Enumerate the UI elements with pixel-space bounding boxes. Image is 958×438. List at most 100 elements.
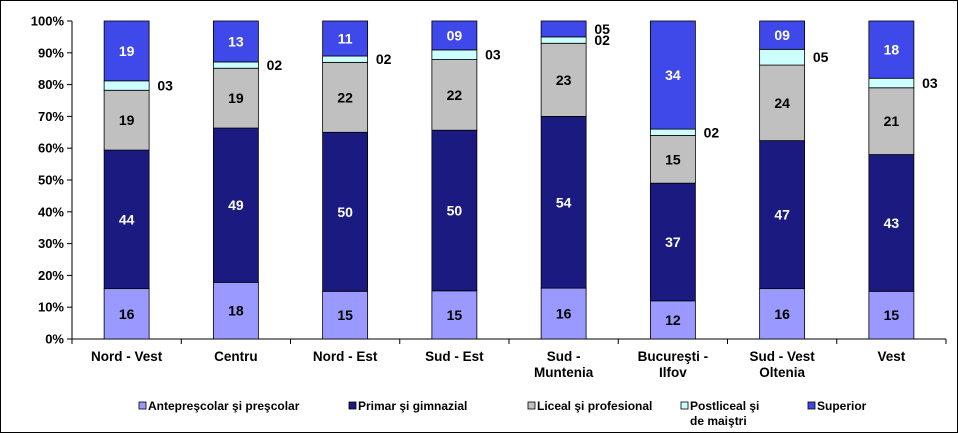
data-label: 15 <box>884 307 900 323</box>
bar-segment <box>540 36 587 44</box>
legend-label-line: Postliceal şi <box>690 399 759 413</box>
bar-segment <box>540 287 587 340</box>
bar-segment <box>431 49 478 60</box>
data-label: 22 <box>337 89 353 105</box>
x-category-label-line: Vest <box>877 349 905 364</box>
x-category-label: Nord - Vest <box>91 349 163 364</box>
data-label: 43 <box>884 215 900 231</box>
data-label: 19 <box>119 112 135 128</box>
legend-swatch <box>807 401 816 410</box>
y-tick-label: 60% <box>38 141 64 156</box>
data-label: 03 <box>485 47 501 63</box>
data-label: 05 <box>594 21 610 37</box>
bar-segment <box>868 290 915 340</box>
y-tick-label: 90% <box>38 45 64 60</box>
bar-segment <box>322 55 369 63</box>
y-tick-label: 10% <box>38 300 64 315</box>
bar-segment <box>212 20 259 63</box>
data-label: 16 <box>774 306 790 322</box>
bar-segment <box>868 77 915 89</box>
data-label: 03 <box>922 75 938 91</box>
data-label: 18 <box>884 42 900 58</box>
x-category-label-line: Oltenia <box>759 365 805 380</box>
x-category-label-line: Sud - <box>547 349 581 364</box>
bar-segment <box>212 61 259 69</box>
data-label: 34 <box>665 67 681 83</box>
bar-segment <box>759 288 806 340</box>
data-label: 18 <box>228 303 244 319</box>
x-category-label-line: Centru <box>214 349 258 364</box>
x-category-label-line: Sud - Est <box>425 349 484 364</box>
legend-label-line: Superior <box>817 399 867 413</box>
bar-segment <box>322 20 369 57</box>
data-label: 50 <box>337 204 353 220</box>
bar-segment <box>103 89 150 151</box>
data-label: 02 <box>376 51 392 67</box>
x-category-label: Vest <box>877 349 905 364</box>
data-label: 54 <box>556 194 572 210</box>
bar-segment <box>868 154 915 292</box>
legend-swatch <box>348 401 357 410</box>
x-category-label-line: Nord - Est <box>313 349 378 364</box>
bar-segment <box>322 290 369 340</box>
legend-label-line: Liceal şi profesional <box>537 399 652 413</box>
legend-label: Antepreşcolar şi preşcolar <box>148 399 300 413</box>
y-tick-label: 100% <box>31 14 65 29</box>
bar-segment <box>212 127 259 283</box>
data-label: 23 <box>556 72 572 88</box>
data-label: 05 <box>813 49 829 65</box>
x-category-label: Centru <box>214 349 258 364</box>
data-label: 19 <box>119 43 135 59</box>
x-category-label: Bucureşti -Ilfov <box>638 349 709 380</box>
bar-segment <box>868 87 915 155</box>
bar-segment <box>649 135 696 184</box>
bar-segment <box>759 64 806 142</box>
bar-segment <box>540 116 587 289</box>
y-tick-label: 20% <box>38 268 64 283</box>
x-category-label-line: Nord - Vest <box>91 349 163 364</box>
data-label: 49 <box>228 197 244 213</box>
data-label: 03 <box>157 78 173 94</box>
bar-segment <box>868 20 915 79</box>
bar-segment <box>649 128 696 136</box>
x-category-label-line: Sud - Vest <box>749 349 815 364</box>
bar-segment <box>212 67 259 129</box>
bar-segment <box>431 290 478 340</box>
bar-segment <box>212 281 259 340</box>
bar-segment <box>649 182 696 302</box>
data-label: 15 <box>447 307 463 323</box>
data-label: 16 <box>119 306 135 322</box>
bar-segment <box>431 20 478 51</box>
bar-segment <box>431 59 478 131</box>
data-label: 21 <box>884 113 900 129</box>
y-tick-label: 30% <box>38 236 64 251</box>
bar-segment <box>103 20 150 82</box>
legend-label-line: Primar şi gimnazial <box>358 399 467 413</box>
data-label: 24 <box>774 95 790 111</box>
data-label: 13 <box>228 33 244 49</box>
legend-label: Superior <box>817 399 867 413</box>
y-tick-label: 0% <box>45 332 64 347</box>
bar-segment <box>540 20 587 38</box>
x-category-label-line: Bucureşti - <box>638 349 709 364</box>
bar-segment <box>540 42 587 117</box>
y-tick-label: 40% <box>38 204 64 219</box>
data-label: 12 <box>665 312 681 328</box>
data-label: 47 <box>774 207 790 223</box>
legend-swatch <box>527 401 536 410</box>
bar-segment <box>103 149 150 290</box>
data-label: 02 <box>267 57 283 73</box>
x-category-label: Sud - Est <box>425 349 484 364</box>
bar-segment <box>759 140 806 290</box>
legend-label: Liceal şi profesional <box>537 399 652 413</box>
data-label: 19 <box>228 90 244 106</box>
y-tick-label: 80% <box>38 77 64 92</box>
legend-label-line: Antepreşcolar şi preşcolar <box>148 399 300 413</box>
data-label: 44 <box>119 211 135 227</box>
data-label: 22 <box>447 87 463 103</box>
bar-segment <box>649 300 696 340</box>
y-tick-label: 70% <box>38 109 64 124</box>
data-label: 09 <box>447 27 463 43</box>
